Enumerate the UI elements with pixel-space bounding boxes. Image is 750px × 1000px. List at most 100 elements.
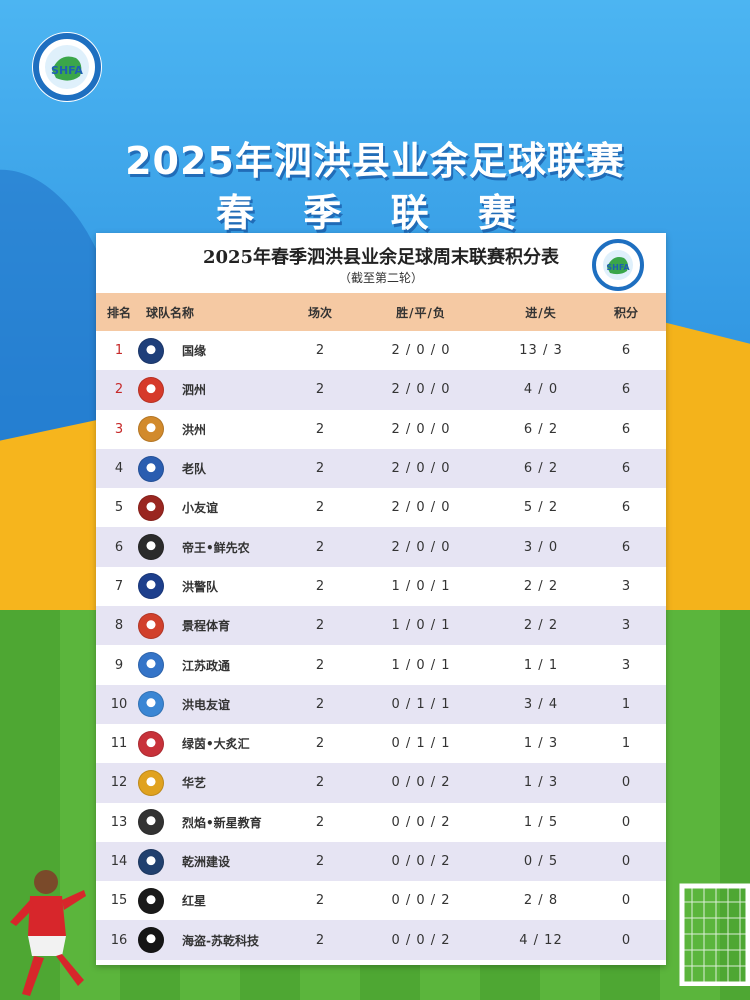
wdl: 0 / 0 / 2 — [391, 932, 451, 948]
team-badge-icon — [138, 534, 164, 561]
association-logo-small: SHFA — [592, 239, 644, 291]
goals: 13 / 3 — [519, 343, 563, 359]
team-badge-icon — [138, 769, 164, 796]
goals: 1 / 3 — [523, 775, 559, 791]
goals: 1 / 3 — [523, 736, 559, 752]
team-badge-icon — [138, 573, 164, 600]
team-name: 帝王•鲜先农 — [182, 540, 250, 555]
team-badge-icon — [138, 730, 164, 757]
table-row: 9 江苏政通 2 1 / 0 / 1 1 / 1 3 — [96, 645, 666, 684]
goals: 2 / 8 — [523, 893, 559, 909]
goals: 0 / 5 — [523, 854, 559, 869]
points: 0 — [621, 893, 631, 909]
wdl: 0 / 0 / 2 — [391, 854, 451, 869]
wdl: 2 / 0 / 0 — [391, 382, 451, 398]
points: 6 — [621, 539, 631, 555]
played: 2 — [315, 500, 325, 516]
team-name: 国缘 — [182, 344, 207, 359]
team-badge-icon — [138, 809, 164, 836]
standings-note: （截至第二轮） — [338, 271, 423, 285]
team-name: 红星 — [182, 894, 207, 909]
points: 0 — [621, 932, 631, 948]
rank: 15 — [110, 893, 128, 909]
rank: 13 — [110, 814, 128, 830]
played: 2 — [315, 578, 325, 594]
goals: 3 / 0 — [523, 539, 559, 555]
team-name: 景程体育 — [182, 619, 231, 634]
table-header: 排名 球队名称 场次 胜/平/负 进/失 积分 — [96, 293, 666, 331]
goals: 4 / 0 — [523, 382, 559, 398]
wdl: 2 / 0 / 0 — [391, 539, 451, 555]
page-title: 2025年泗洪县业余足球联赛 — [125, 139, 625, 183]
rank: 2 — [114, 382, 124, 398]
rank: 9 — [114, 657, 124, 673]
played: 2 — [315, 539, 325, 555]
points: 3 — [621, 618, 631, 634]
played: 2 — [315, 893, 325, 909]
table-row: 16 海盗-苏乾科技 2 0 / 0 / 2 4 / 12 0 — [96, 920, 666, 960]
wdl: 1 / 0 / 1 — [391, 618, 451, 634]
team-badge-icon — [138, 848, 164, 875]
association-logo: SHFA — [32, 32, 102, 102]
wdl: 0 / 0 / 2 — [391, 814, 451, 830]
goal-net-illustration — [679, 883, 750, 986]
wdl: 0 / 0 / 2 — [391, 775, 451, 791]
svg-text:SHFA: SHFA — [606, 263, 630, 272]
points: 6 — [621, 343, 631, 359]
team-badge-icon — [138, 494, 164, 521]
svg-text:SHFA: SHFA — [51, 64, 83, 77]
played: 2 — [315, 618, 325, 634]
goals: 1 / 1 — [523, 657, 559, 673]
goals: 2 / 2 — [523, 578, 559, 594]
goals: 6 / 2 — [523, 461, 559, 477]
played: 2 — [315, 932, 325, 948]
team-name: 海盗-苏乾科技 — [182, 933, 259, 948]
team-name: 老队 — [182, 462, 207, 477]
played: 2 — [315, 696, 325, 712]
wdl: 2 / 0 / 0 — [391, 421, 451, 437]
table-row: 6 帝王•鲜先农 2 2 / 0 / 0 3 / 0 6 — [96, 527, 666, 567]
team-name: 江苏政通 — [182, 658, 231, 673]
points: 1 — [621, 736, 631, 752]
team-name: 洪电友谊 — [182, 697, 231, 712]
col-wdl: 胜/平/负 — [396, 305, 446, 320]
col-team: 球队名称 — [146, 305, 195, 320]
goals: 4 / 12 — [519, 932, 563, 948]
goals: 1 / 5 — [523, 814, 559, 830]
played: 2 — [315, 461, 325, 477]
goals: 6 / 2 — [523, 421, 559, 437]
rank: 12 — [110, 775, 128, 791]
goals: 3 / 4 — [523, 696, 559, 712]
team-badge-icon — [138, 927, 164, 954]
col-points: 积分 — [613, 305, 638, 320]
goals: 2 / 2 — [523, 618, 559, 634]
rank: 8 — [114, 618, 124, 634]
rank: 10 — [110, 696, 128, 712]
wdl: 2 / 0 / 0 — [391, 343, 451, 359]
wdl: 0 / 1 / 1 — [391, 736, 451, 752]
team-badge-icon — [138, 887, 164, 914]
played: 2 — [315, 421, 325, 437]
points: 6 — [621, 500, 631, 516]
team-name: 洪州 — [182, 422, 207, 437]
played: 2 — [315, 775, 325, 791]
points: 3 — [621, 578, 631, 594]
team-badge-icon — [138, 652, 164, 679]
rank: 7 — [114, 578, 124, 594]
team-badge-icon — [138, 376, 164, 403]
standings-title: 2025年春季泗洪县业余足球周末联赛积分表 — [202, 247, 560, 268]
played: 2 — [315, 382, 325, 398]
points: 6 — [621, 382, 631, 398]
points: 6 — [621, 461, 631, 477]
table-row: 14 乾洲建设 2 0 / 0 / 2 0 / 5 0 — [96, 841, 666, 882]
played: 2 — [315, 736, 325, 752]
wdl: 2 / 0 / 0 — [391, 500, 451, 516]
wdl: 0 / 1 / 1 — [391, 696, 451, 712]
rank: 3 — [114, 421, 124, 437]
table-row: 3 洪州 2 2 / 0 / 0 6 / 2 6 — [96, 410, 666, 449]
football-player-illustration — [10, 870, 86, 996]
col-goals: 进/失 — [525, 305, 557, 320]
team-badge-icon — [138, 455, 164, 482]
team-badge-icon — [138, 691, 164, 718]
points: 6 — [621, 421, 631, 437]
